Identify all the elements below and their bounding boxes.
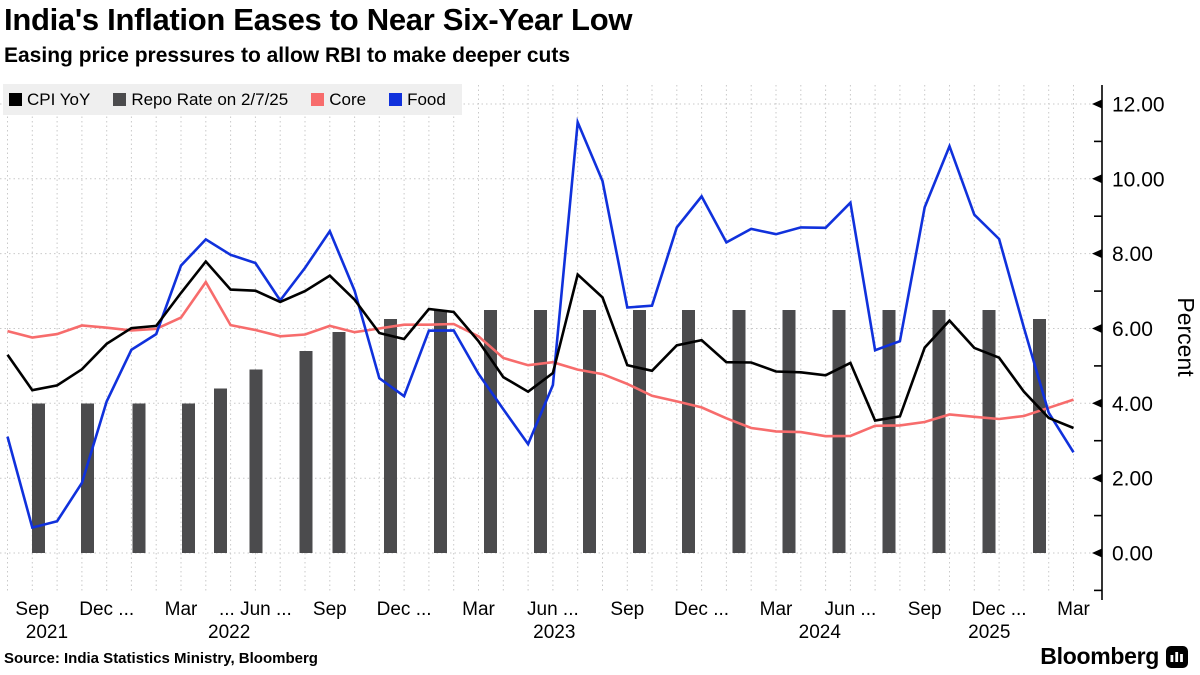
bloomberg-wordmark: Bloomberg — [1040, 643, 1159, 669]
year-label: 2025 — [968, 622, 1010, 643]
x-tick-label: Sep — [15, 599, 49, 620]
repo-rate-bar — [182, 403, 195, 553]
y-axis-tick-label: 12.00 — [1112, 94, 1165, 117]
legend-item-label: Repo Rate on 2/7/25 — [131, 89, 289, 109]
legend-item-label: Food — [407, 89, 446, 109]
core-line — [7, 279, 1074, 438]
repo-rate-bar — [534, 309, 547, 553]
repo-rate-bar — [383, 319, 397, 553]
legend-item-label: Core — [329, 89, 367, 109]
x-tick-label: Mar — [760, 599, 793, 620]
repo-rate-bar — [982, 309, 996, 553]
food-line — [6, 117, 1075, 530]
legend-swatch — [389, 93, 403, 106]
year-label: 2023 — [533, 622, 575, 643]
legend-swatch — [311, 93, 325, 106]
repo-rate-bar — [483, 309, 497, 553]
repo-rate-bar — [32, 403, 45, 553]
repo-rate-bar — [81, 403, 95, 553]
repo-rate-bar — [299, 350, 313, 553]
repo-rate-bar — [433, 309, 447, 553]
bloomberg-logo: Bloomberg — [1040, 643, 1188, 670]
x-tick-label: Dec ... — [79, 599, 134, 620]
y-axis-tick-label: 8.00 — [1112, 243, 1153, 266]
legend-item-label: CPI YoY — [27, 89, 91, 109]
x-tick-label: Sep — [313, 599, 347, 620]
y-axis-tick-label: 0.00 — [1112, 543, 1153, 566]
year-label: 2024 — [799, 622, 842, 643]
y-axis-title: Percent — [1173, 297, 1199, 377]
cpi-line — [6, 259, 1074, 430]
x-tick-label: Mar — [165, 599, 198, 620]
repo-rate-bar — [249, 369, 263, 553]
legend-item-cpi-yoy: CPI YoY — [9, 90, 90, 110]
y-axis-tick-label: 2.00 — [1112, 468, 1153, 491]
x-tick-label: Dec ... — [972, 599, 1027, 620]
x-tick-label: Jun ... — [527, 599, 579, 620]
repo-rate-bar — [1032, 319, 1046, 553]
chart-legend: CPI YoY Repo Rate on 2/7/25 Core Food — [3, 84, 462, 115]
y-axis-major-tick — [1092, 174, 1102, 184]
repo-rate-bar — [882, 309, 896, 553]
y-axis-tick-label: 6.00 — [1112, 318, 1153, 341]
y-axis-major-tick — [1092, 473, 1102, 483]
y-axis-major-tick — [1092, 548, 1102, 558]
legend-swatch — [9, 93, 22, 106]
year-label: 2021 — [26, 622, 68, 643]
x-tick-label: Sep — [908, 599, 942, 620]
x-tick-label: Dec ... — [377, 599, 432, 620]
x-tick-label: Jun ... — [825, 599, 877, 620]
y-axis-major-tick — [1092, 99, 1102, 109]
bloomberg-app-icon — [1166, 645, 1188, 668]
chart-canvas: 12.00 10.00 8.00 6.00 4.00 2.00 0.00 Percent Sep… — [0, 85, 1199, 643]
repo-rate-bar — [332, 332, 346, 553]
y-axis-tick-label: 10.00 — [1112, 168, 1165, 191]
x-tick-label: ... Jun ... — [219, 599, 292, 620]
repo-rate-bar — [732, 309, 746, 553]
repo-rate-bar — [214, 388, 228, 553]
year-label: 2022 — [208, 622, 250, 643]
legend-item-food: Food — [389, 90, 446, 110]
repo-rate-bar — [832, 309, 846, 553]
y-axis-tick-label: 4.00 — [1112, 393, 1153, 416]
y-axis-major-tick — [1092, 324, 1102, 333]
repo-rate-bar — [932, 309, 946, 553]
legend-swatch — [113, 93, 127, 106]
repo-rate-bar — [682, 309, 696, 553]
page-subtitle: Easing price pressures to allow RBI to m… — [4, 44, 571, 67]
legend-item-repo-rate-on-2-7-25: Repo Rate on 2/7/25 — [113, 90, 288, 110]
x-tick-label: Mar — [1057, 599, 1090, 620]
legend-item-core: Core — [311, 90, 366, 110]
y-axis-major-tick — [1092, 398, 1102, 408]
x-tick-label: Dec ... — [674, 599, 729, 620]
repo-rate-bar — [583, 309, 597, 553]
y-axis-major-tick — [1092, 249, 1102, 259]
page-title: India's Inflation Eases to Near Six-Year… — [4, 2, 633, 37]
source-note: Source: India Statistics Ministry, Bloom… — [4, 650, 318, 667]
x-tick-label: Mar — [462, 599, 495, 620]
repo-rate-bar — [132, 403, 146, 553]
x-tick-label: Sep — [610, 599, 644, 620]
repo-rate-bar — [633, 309, 647, 553]
